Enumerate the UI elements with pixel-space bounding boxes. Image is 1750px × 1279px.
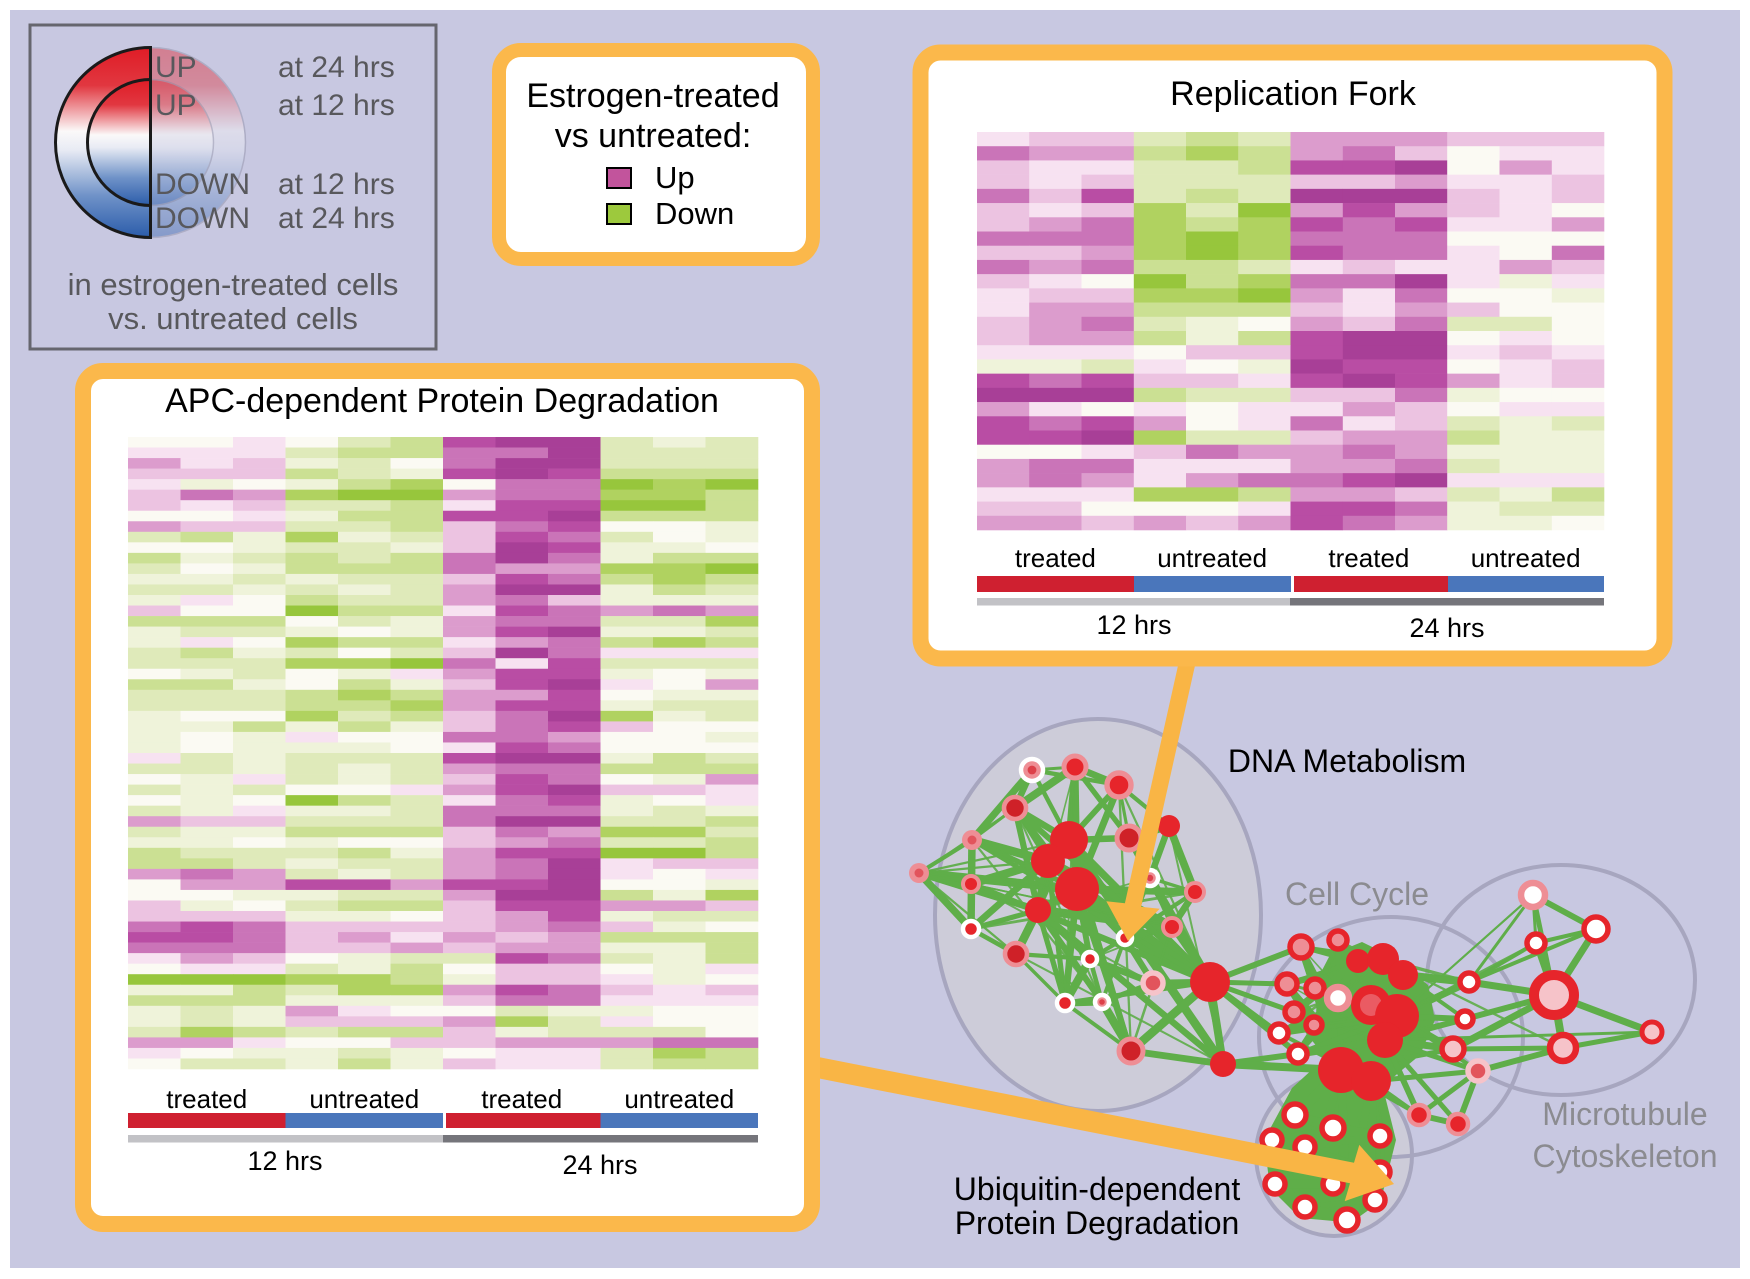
svg-text:12 hrs: 12 hrs xyxy=(247,1146,322,1176)
svg-text:24 hrs: 24 hrs xyxy=(562,1150,637,1180)
svg-text:DOWN: DOWN xyxy=(155,168,250,201)
svg-text:UP: UP xyxy=(155,89,197,122)
svg-text:untreated: untreated xyxy=(1157,543,1267,573)
svg-text:vs. untreated cells: vs. untreated cells xyxy=(108,301,358,336)
svg-text:APC-dependent Protein Degradat: APC-dependent Protein Degradation xyxy=(165,382,719,420)
svg-text:Cytoskeleton: Cytoskeleton xyxy=(1533,1138,1718,1174)
svg-text:treated: treated xyxy=(1328,543,1409,573)
svg-text:12 hrs: 12 hrs xyxy=(1096,610,1171,640)
svg-text:at 12 hrs: at 12 hrs xyxy=(278,168,395,201)
svg-text:at 12 hrs: at 12 hrs xyxy=(278,89,395,122)
svg-text:vs untreated:: vs untreated: xyxy=(555,117,752,155)
svg-text:Microtubule: Microtubule xyxy=(1542,1096,1707,1132)
svg-text:treated: treated xyxy=(481,1084,562,1114)
svg-text:Replication Fork: Replication Fork xyxy=(1170,75,1417,113)
svg-text:at 24 hrs: at 24 hrs xyxy=(278,51,395,84)
svg-text:treated: treated xyxy=(1015,543,1096,573)
svg-text:in estrogen-treated cells: in estrogen-treated cells xyxy=(68,267,399,302)
svg-text:Ubiquitin-dependent: Ubiquitin-dependent xyxy=(954,1171,1241,1207)
svg-text:DNA Metabolism: DNA Metabolism xyxy=(1228,743,1466,779)
svg-text:Protein Degradation: Protein Degradation xyxy=(955,1205,1240,1241)
svg-text:at 24 hrs: at 24 hrs xyxy=(278,202,395,235)
svg-text:Down: Down xyxy=(655,196,734,231)
svg-text:Estrogen-treated: Estrogen-treated xyxy=(526,77,779,115)
svg-text:untreated: untreated xyxy=(309,1084,419,1114)
svg-text:untreated: untreated xyxy=(624,1084,734,1114)
svg-text:24 hrs: 24 hrs xyxy=(1409,613,1484,643)
svg-text:Cell Cycle: Cell Cycle xyxy=(1285,876,1429,912)
svg-text:untreated: untreated xyxy=(1471,543,1581,573)
svg-text:DOWN: DOWN xyxy=(155,202,250,235)
svg-text:UP: UP xyxy=(155,51,197,84)
svg-text:treated: treated xyxy=(166,1084,247,1114)
svg-text:Up: Up xyxy=(655,160,695,195)
